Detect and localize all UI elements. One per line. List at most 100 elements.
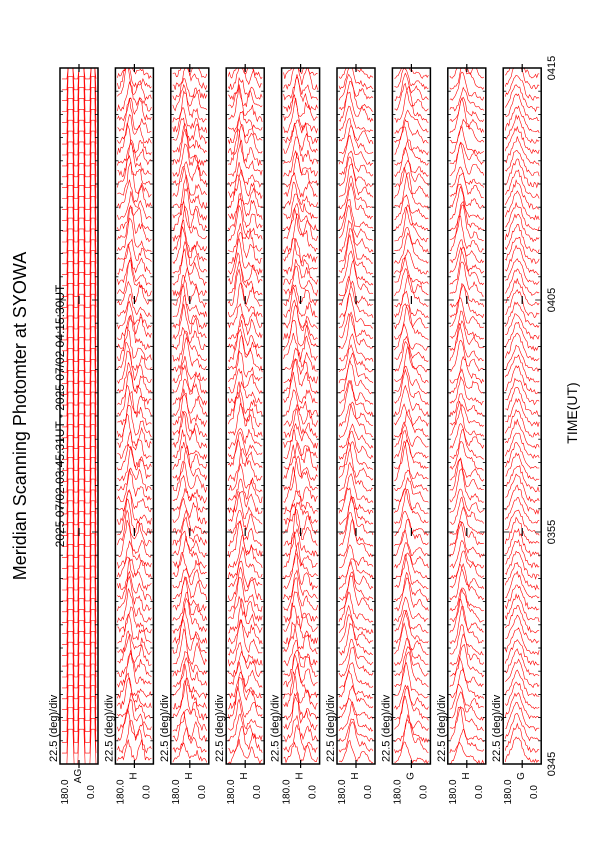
trace-line [117,217,152,253]
trace-line [504,344,540,373]
trace-line [394,408,429,438]
trace-line [504,301,540,328]
trace-line [338,124,374,155]
trace-line [62,130,97,167]
trace-line [62,402,97,439]
trace-line [338,275,374,307]
trace-line [394,232,429,264]
trace-line [504,332,540,362]
trace-line [504,244,540,275]
trace-line [449,520,485,558]
trace-line [117,341,152,371]
trace-line [504,639,540,666]
trace-line [117,293,152,318]
trace-line [449,563,485,590]
trace-line [172,607,208,645]
trace-line [228,577,263,613]
trace-line [172,575,207,612]
trace-line [117,634,152,656]
trace-line [505,452,540,481]
trace-line [283,123,318,154]
trace-line [504,125,540,155]
trace-line [338,604,374,634]
trace-line [394,542,429,569]
trace-line [172,303,207,340]
trace-line [62,446,97,482]
trace-line [172,679,208,721]
trace-line [283,422,318,449]
trace-line [449,215,484,253]
trace-line [62,141,97,178]
trace-line [449,587,484,623]
trace-line [172,174,208,210]
trace-line [172,410,208,449]
trace-line [394,172,429,210]
trace-line [172,364,208,395]
panel-tick-marks [503,67,542,765]
trace-line [504,418,540,449]
trace-line [172,107,208,134]
trace-line [504,114,540,144]
trace-line [283,299,318,330]
trace-line [338,156,374,187]
trace-line [394,577,429,602]
trace-line [172,240,208,274]
trace-line [394,109,429,134]
trace-line [172,143,208,178]
trace-line [227,618,263,645]
trace-line [394,368,429,406]
panel-traces [504,67,540,763]
trace-line [172,650,208,677]
trace-line [172,576,208,600]
trace-line [283,602,318,632]
y-top-label: 180.0 [392,779,403,804]
trace-line [172,90,207,123]
trace-line [172,664,208,700]
trace-line [394,489,429,525]
trace-line [172,200,208,232]
panel-tick-marks [447,67,486,765]
trace-line [505,484,540,515]
trace-line [394,72,429,101]
trace-line [283,371,318,404]
trace-line [449,598,484,633]
panel-9: 22.5 (deg)/div 180.0G0.0 [491,64,542,805]
scale-label: 22.5 (deg)/div [159,694,171,762]
trace-line [117,587,152,623]
trace-line [172,597,208,635]
trace-line [505,158,540,189]
trace-line [227,391,263,428]
trace-line [172,330,208,363]
trace-line [283,489,318,515]
trace-line [283,181,318,210]
trace-line [283,76,318,101]
trace-line [117,739,152,761]
trace-line [227,169,263,200]
trace-line [117,312,152,340]
trace-line [449,246,485,286]
trace-line [449,323,484,362]
trace-line [394,365,429,395]
panel-2: 22.5 (deg)/div 180.0H0.0 [103,64,155,805]
trace-line [394,469,429,492]
trace-line [449,86,485,112]
trace-line [283,531,318,569]
trace-line [227,198,263,221]
trace-line [394,268,429,297]
trace-line [62,359,97,395]
trace-line [283,119,318,145]
trace-line [172,336,208,373]
trace-line [172,378,208,406]
trace-line [62,283,97,319]
trace-line [449,239,485,264]
trace-line [283,237,318,264]
trace-line [283,98,318,134]
trace-line [394,227,429,253]
trace-line [283,347,318,372]
trace-line [283,149,318,177]
trace-line [283,259,318,285]
trace-line [505,528,540,558]
trace-line [283,441,318,472]
